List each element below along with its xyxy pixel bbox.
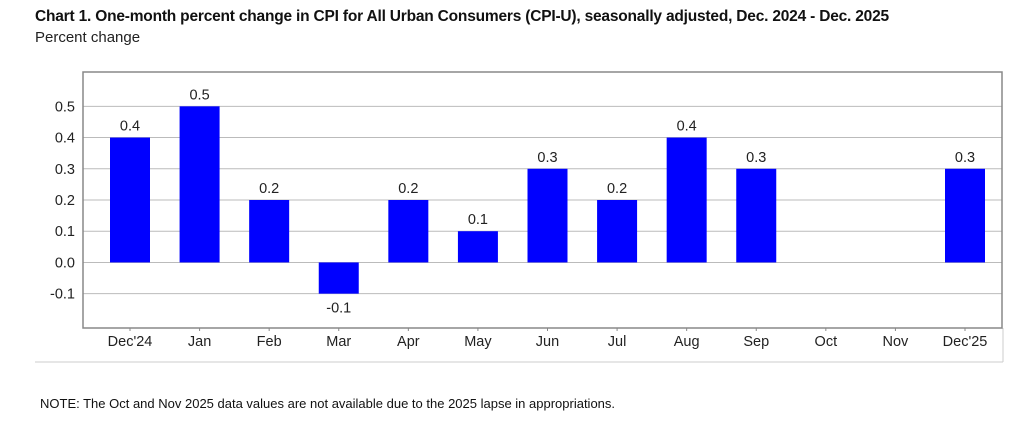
data-label: 0.3	[955, 150, 975, 166]
y-tick-label: 0.0	[55, 255, 75, 271]
y-tick-label: 0.5	[55, 99, 75, 115]
bar	[457, 231, 498, 263]
data-label: 0.2	[398, 181, 418, 197]
data-label: 0.4	[120, 119, 140, 135]
x-tick-label: Jan	[188, 334, 211, 350]
x-tick-label: Mar	[326, 334, 351, 350]
data-label: 0.2	[607, 181, 627, 197]
x-tick-label: Dec'25	[943, 334, 988, 350]
data-label: 0.3	[537, 150, 557, 166]
data-label: 0.2	[259, 181, 279, 197]
x-tick-label: Oct	[815, 334, 838, 350]
bar	[945, 168, 985, 263]
y-tick-label: 0.3	[55, 162, 75, 178]
x-tick-label: Apr	[397, 334, 420, 350]
data-label: 0.1	[468, 212, 488, 228]
bar	[249, 200, 290, 263]
plot-frame	[82, 71, 1003, 329]
bar	[666, 137, 707, 263]
data-label: 0.4	[677, 119, 697, 135]
x-tick-label: Jul	[608, 334, 627, 350]
footnote: NOTE: The Oct and Nov 2025 data values a…	[40, 396, 616, 411]
bar	[179, 106, 220, 263]
x-tick-label: Nov	[883, 334, 910, 350]
bar	[388, 200, 429, 263]
bar	[318, 262, 359, 294]
y-tick-label: -0.1	[50, 287, 75, 303]
bar	[110, 137, 150, 263]
x-tick-label: Sep	[743, 334, 769, 350]
x-tick-label: Aug	[674, 334, 700, 350]
data-label: 0.3	[746, 150, 766, 166]
x-tick-label: Feb	[257, 334, 282, 350]
data-label: 0.5	[189, 87, 209, 103]
x-tick-label: Jun	[536, 334, 559, 350]
y-tick-label: 0.2	[55, 193, 75, 209]
y-tick-label: 0.4	[55, 131, 75, 147]
y-axis-label: Percent change	[35, 29, 141, 46]
y-tick-label: 0.1	[55, 224, 75, 240]
bar	[736, 168, 777, 263]
chart-title: Chart 1. One-month percent change in CPI…	[35, 8, 889, 25]
bar	[597, 200, 638, 263]
data-label: -0.1	[326, 301, 351, 317]
x-tick-label: May	[464, 334, 492, 350]
bar	[527, 168, 568, 263]
x-tick-label: Dec'24	[108, 334, 153, 350]
